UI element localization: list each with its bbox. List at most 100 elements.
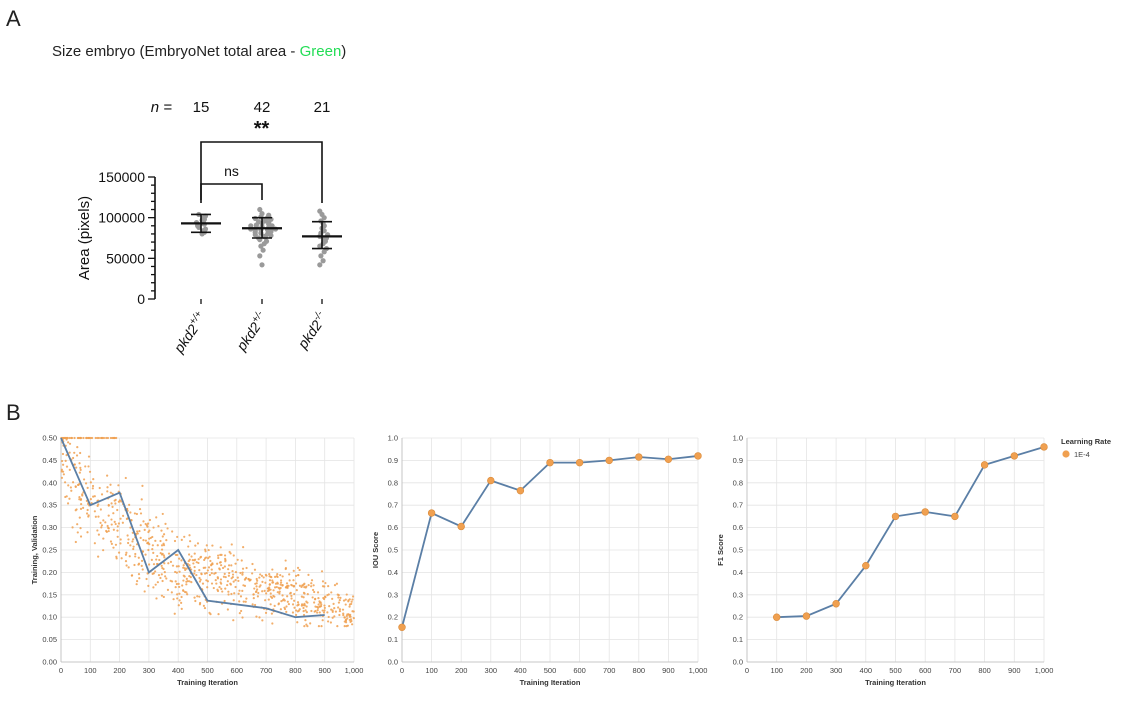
scatter-point	[177, 582, 180, 585]
scatter-point	[72, 456, 75, 460]
data-point	[427, 509, 436, 517]
scatter-point	[107, 514, 110, 517]
scatter-point	[344, 603, 347, 606]
scatter-point	[61, 470, 65, 473]
scatter-point	[106, 436, 110, 440]
scatter-point	[89, 481, 92, 484]
scatter-point	[112, 528, 115, 531]
scatter-point	[138, 529, 141, 533]
scatter-point	[281, 599, 285, 602]
scatter-point	[198, 576, 201, 580]
scatter-point	[344, 618, 348, 621]
scatter-point	[109, 540, 113, 543]
data-point	[605, 456, 613, 465]
scatter-point	[184, 568, 187, 572]
scatter-point	[279, 608, 282, 611]
scatter-point	[164, 522, 167, 525]
scatter-point	[147, 548, 150, 552]
data-point	[980, 461, 989, 469]
scatter-point	[255, 615, 258, 618]
scatter-point	[87, 465, 90, 468]
scatter-point	[75, 466, 78, 469]
scatter-point	[167, 552, 171, 555]
scatter-point	[320, 603, 323, 606]
scatter-point	[317, 597, 320, 600]
scatter-point	[212, 586, 215, 590]
scatter-point	[326, 620, 330, 623]
y-tick-label: 0.3	[733, 590, 743, 599]
legend-title: Learning Rate	[1061, 437, 1111, 446]
scatter-point	[272, 594, 275, 598]
scatter-point	[120, 557, 123, 560]
scatter-point	[87, 455, 91, 458]
scatter-point	[77, 483, 80, 487]
scatter-point	[227, 574, 230, 577]
y-tick-label: 0.0	[388, 658, 398, 667]
scatter-point	[226, 583, 229, 587]
scatter-point	[115, 557, 118, 560]
scatter-point	[93, 510, 96, 513]
scatter-point	[111, 436, 114, 440]
scatter-point	[116, 535, 119, 538]
scatter-point	[174, 580, 177, 583]
scatter-point	[139, 524, 142, 527]
y-tick-label: 0.5	[388, 546, 398, 555]
scatter-point	[323, 604, 326, 607]
scatter-point	[171, 564, 175, 567]
scatter-point	[131, 540, 134, 543]
scatter-point	[137, 562, 141, 565]
scatter-point	[89, 498, 92, 501]
scatter-point	[269, 603, 272, 606]
scatter-point	[203, 572, 207, 575]
scatter-point	[211, 563, 214, 566]
y-axis-title: IOU Score	[371, 532, 380, 568]
scatter-point	[245, 566, 248, 570]
scatter-point	[195, 573, 198, 577]
scatter-point	[163, 571, 166, 574]
scatter-point	[92, 477, 95, 481]
scatter-point	[283, 607, 287, 611]
scatter-point	[155, 597, 158, 600]
scatter-point	[141, 568, 144, 571]
scatter-point	[140, 498, 143, 501]
scatter-point	[316, 608, 319, 612]
scatter-point	[78, 495, 81, 499]
scatter-point	[199, 578, 202, 581]
scatter-point	[287, 602, 290, 606]
significance-bracket	[200, 183, 263, 200]
data-point	[257, 206, 263, 213]
scatter-point	[193, 565, 196, 569]
scatter-point	[268, 583, 271, 586]
scatter-point	[65, 454, 68, 457]
scatter-point	[239, 571, 242, 575]
scatter-point	[82, 506, 85, 509]
scatter-point	[307, 573, 310, 576]
scatter-point	[193, 569, 196, 572]
scatter-point	[193, 596, 196, 599]
scatter-point	[91, 484, 95, 488]
scatter-point	[102, 436, 106, 440]
title-highlight: Green	[300, 43, 342, 60]
scatter-point	[306, 601, 309, 604]
scatter-point	[139, 512, 143, 515]
scatter-point	[351, 598, 354, 601]
scatter-point	[158, 558, 161, 562]
scatter-point	[144, 522, 147, 526]
scatter-point	[352, 610, 355, 613]
scatter-point	[243, 578, 247, 581]
x-tick-label: 600	[573, 666, 586, 675]
scatter-point	[85, 512, 89, 515]
scatter-point	[295, 609, 298, 612]
x-tick-label: 100	[84, 666, 97, 675]
n-value: 15	[193, 99, 210, 116]
scatter-point	[348, 605, 351, 608]
scatter-point	[60, 476, 64, 479]
scatter-point	[270, 612, 274, 615]
scatter-point	[309, 622, 312, 625]
scatter-point	[61, 436, 65, 440]
scatter-point	[170, 591, 173, 594]
scatter-point	[304, 586, 307, 589]
scatter-point	[197, 561, 200, 565]
scatter-point	[254, 590, 258, 594]
scatter-point	[98, 486, 101, 490]
